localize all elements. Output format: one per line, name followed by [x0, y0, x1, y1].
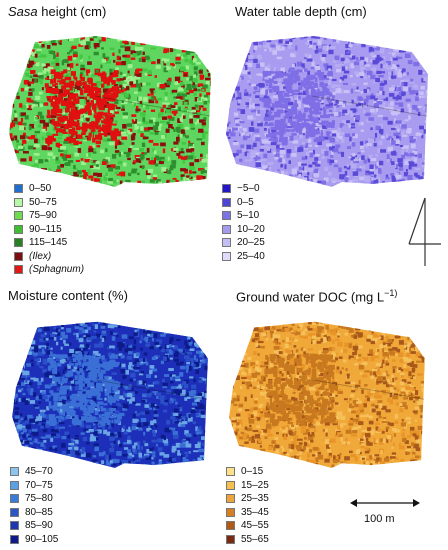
legend-label: 45–70 — [25, 466, 53, 478]
legend-label: 0–15 — [241, 466, 264, 478]
map-moisture-content — [12, 321, 208, 469]
legend-swatch — [14, 251, 23, 261]
legend-label: −5–0 — [237, 183, 260, 195]
legend-item: 115–145 — [14, 236, 84, 250]
legend-swatch — [226, 521, 235, 531]
legend-item: 50–75 — [14, 196, 84, 210]
legend-item: 45–55 — [226, 519, 269, 533]
map-sasa-height — [9, 36, 211, 187]
legend-swatch — [10, 480, 19, 490]
legend-label: 115–145 — [29, 237, 68, 249]
legend-item: 55–65 — [226, 533, 269, 547]
legend-item: 0–5 — [222, 196, 265, 210]
legend-item: 0–50 — [14, 182, 84, 196]
title-ground-water-doc: Ground water DOC (mg L−1) — [236, 288, 398, 305]
legend-label: 75–90 — [29, 210, 57, 222]
legend-label: 5–10 — [237, 210, 260, 222]
legend-item: 45–70 — [10, 465, 58, 479]
legend-swatch — [10, 467, 19, 477]
legend-label: 75–80 — [25, 493, 53, 505]
legend-swatch — [14, 184, 23, 194]
legend-label: 85–90 — [25, 520, 53, 532]
legend-item: 5–10 — [222, 209, 265, 223]
scale-bar-label: 100 m — [364, 513, 395, 525]
legend-item: 70–75 — [10, 479, 58, 493]
legend-item: 10–20 — [222, 223, 265, 237]
legend-swatch — [14, 197, 23, 207]
legend-swatch — [14, 211, 23, 221]
legend-item: 75–90 — [14, 209, 84, 223]
legend-swatch — [222, 184, 231, 194]
legend-water-table-depth: −5–0 0–5 5–10 10–20 20–25 25–40 — [222, 182, 265, 263]
legend-item: 35–45 — [226, 506, 269, 520]
legend-item: 0–15 — [226, 465, 269, 479]
map-ground-water-doc — [229, 321, 425, 469]
legend-item: −5–0 — [222, 182, 265, 196]
legend-label: 25–40 — [237, 250, 265, 262]
legend-label: 80–85 — [25, 506, 53, 518]
legend-item: 75–80 — [10, 492, 58, 506]
legend-swatch — [10, 494, 19, 504]
legend-swatch — [10, 507, 19, 517]
legend-swatch — [222, 224, 231, 234]
legend-item: 15–25 — [226, 479, 269, 493]
legend-swatch — [10, 521, 19, 531]
legend-label: 45–55 — [241, 520, 269, 532]
legend-label: 0–50 — [29, 183, 52, 195]
scale-bar-icon — [350, 499, 420, 507]
legend-label: 55–65 — [241, 533, 269, 545]
legend-swatch — [14, 265, 23, 275]
legend-item: 85–90 — [10, 519, 58, 533]
legend-swatch — [226, 467, 235, 477]
north-arrow-icon — [408, 197, 441, 266]
legend-swatch — [14, 224, 23, 234]
legend-swatch — [222, 238, 231, 248]
title-moisture-content: Moisture content (%) — [8, 288, 128, 303]
legend-item: (Sphagnum) — [14, 263, 84, 277]
legend-label: 90–105 — [25, 533, 59, 545]
legend-sasa-height: 0–50 50–75 75–90 90–115 115–145 (Ilex) (Sphagn… — [14, 182, 84, 277]
title-sasa-height: Sasa height (cm) — [8, 4, 107, 19]
legend-swatch — [226, 494, 235, 504]
legend-label: 70–75 — [25, 479, 53, 491]
legend-swatch — [222, 251, 231, 261]
legend-swatch — [226, 507, 235, 517]
legend-label: 50–75 — [29, 196, 57, 208]
legend-label: (Sphagnum) — [29, 264, 85, 276]
legend-swatch — [226, 480, 235, 490]
legend-swatch — [222, 197, 231, 207]
legend-label: 25–35 — [241, 493, 269, 505]
legend-label: 10–20 — [237, 223, 265, 235]
legend-ground-water-doc: 0–15 15–25 25–35 35–45 45–55 55–65 — [226, 465, 269, 546]
title-water-table-depth: Water table depth (cm) — [235, 4, 367, 19]
legend-swatch — [222, 211, 231, 221]
legend-label: 20–25 — [237, 237, 265, 249]
legend-label: 35–45 — [241, 506, 269, 518]
legend-item: 25–40 — [222, 250, 265, 264]
legend-item: (Ilex) — [14, 250, 84, 264]
legend-item: 20–25 — [222, 236, 265, 250]
legend-swatch — [10, 534, 19, 544]
legend-label: (Ilex) — [29, 250, 52, 262]
legend-item: 25–35 — [226, 492, 269, 506]
map-water-table-depth — [226, 36, 428, 187]
legend-moisture-content: 45–70 70–75 75–80 80–85 85–90 90–105 — [10, 465, 58, 546]
legend-label: 0–5 — [237, 196, 254, 208]
legend-label: 90–115 — [29, 223, 62, 235]
legend-label: 15–25 — [241, 479, 269, 491]
legend-swatch — [226, 534, 235, 544]
legend-item: 90–115 — [14, 223, 84, 237]
legend-item: 90–105 — [10, 533, 58, 547]
legend-item: 80–85 — [10, 506, 58, 520]
legend-swatch — [14, 238, 23, 248]
